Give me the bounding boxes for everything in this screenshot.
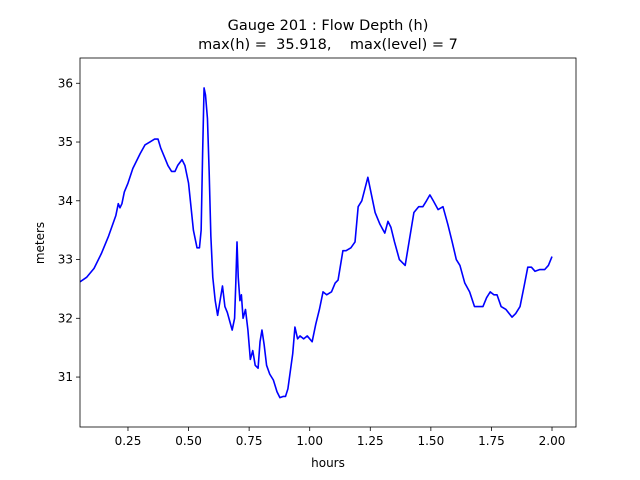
chart-subtitle: max(h) = 35.918, max(level) = 7	[198, 37, 458, 53]
x-tick-label: 2.00	[539, 434, 566, 448]
x-tick-label: 0.50	[175, 434, 202, 448]
x-axis-label: hours	[311, 456, 345, 470]
y-tick-label: 35	[58, 135, 73, 149]
chart-title: Gauge 201 : Flow Depth (h)	[228, 18, 429, 34]
x-tick-label: 1.50	[417, 434, 444, 448]
y-tick-label: 32	[58, 311, 73, 325]
x-tick-label: 0.75	[236, 434, 263, 448]
data-line	[80, 87, 553, 399]
y-tick-label: 34	[58, 194, 73, 208]
y-axis-label: meters	[33, 222, 47, 264]
y-tick-label: 33	[58, 253, 73, 267]
x-tick-label: 1.25	[357, 434, 384, 448]
y-tick-label: 31	[58, 370, 73, 384]
x-tick-label: 0.25	[115, 434, 142, 448]
x-tick-label: 1.75	[478, 434, 505, 448]
y-tick-label: 36	[58, 76, 73, 90]
x-tick-label: 1.00	[296, 434, 323, 448]
plot-frame	[79, 57, 577, 428]
